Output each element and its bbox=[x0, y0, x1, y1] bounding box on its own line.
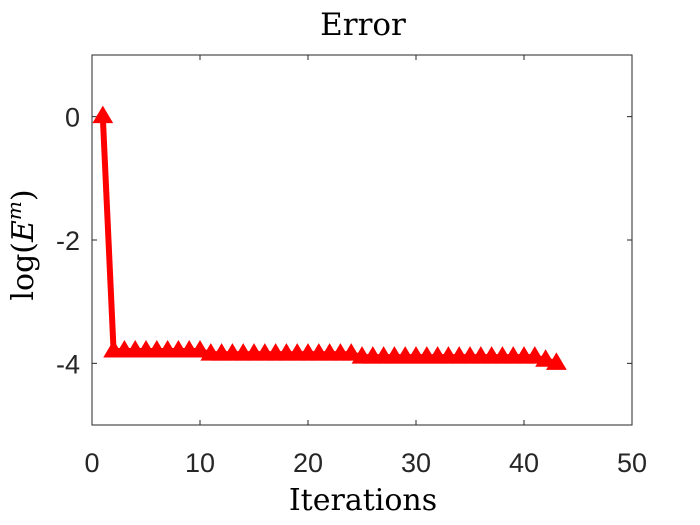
data-point-marker bbox=[92, 105, 114, 124]
x-tick-label: 50 bbox=[617, 448, 647, 478]
x-tick-label: 30 bbox=[401, 448, 431, 478]
x-tick-label: 20 bbox=[293, 448, 323, 478]
data-point-marker bbox=[535, 349, 556, 367]
chart-title: Error bbox=[320, 7, 406, 43]
series-markers bbox=[92, 105, 567, 370]
axis-ticks bbox=[91, 55, 633, 425]
data-point-marker bbox=[524, 346, 546, 364]
y-axis-label-suffix: ) bbox=[6, 189, 41, 201]
data-point-marker bbox=[546, 352, 567, 370]
x-tick-label: 10 bbox=[185, 448, 215, 478]
y-axis-label-superscript: m bbox=[2, 201, 26, 220]
x-tick-label: 40 bbox=[509, 448, 539, 478]
data-point-marker bbox=[340, 343, 362, 361]
y-tick-label: -4 bbox=[56, 349, 80, 379]
y-tick-label: 0 bbox=[65, 103, 80, 133]
series-group bbox=[92, 105, 567, 370]
x-tick-label: 0 bbox=[84, 448, 99, 478]
x-tick-labels: 0 10 20 30 40 50 bbox=[84, 448, 647, 478]
y-axis-label-base: E bbox=[6, 220, 41, 243]
y-axis-label: log(Em) bbox=[2, 189, 41, 300]
y-axis-label-prefix: log( bbox=[6, 242, 41, 301]
y-tick-labels: 0 -2 -4 bbox=[56, 103, 80, 380]
x-axis-label: Iterations bbox=[289, 483, 437, 518]
data-point-marker bbox=[189, 340, 211, 358]
y-tick-label: -2 bbox=[56, 226, 80, 256]
